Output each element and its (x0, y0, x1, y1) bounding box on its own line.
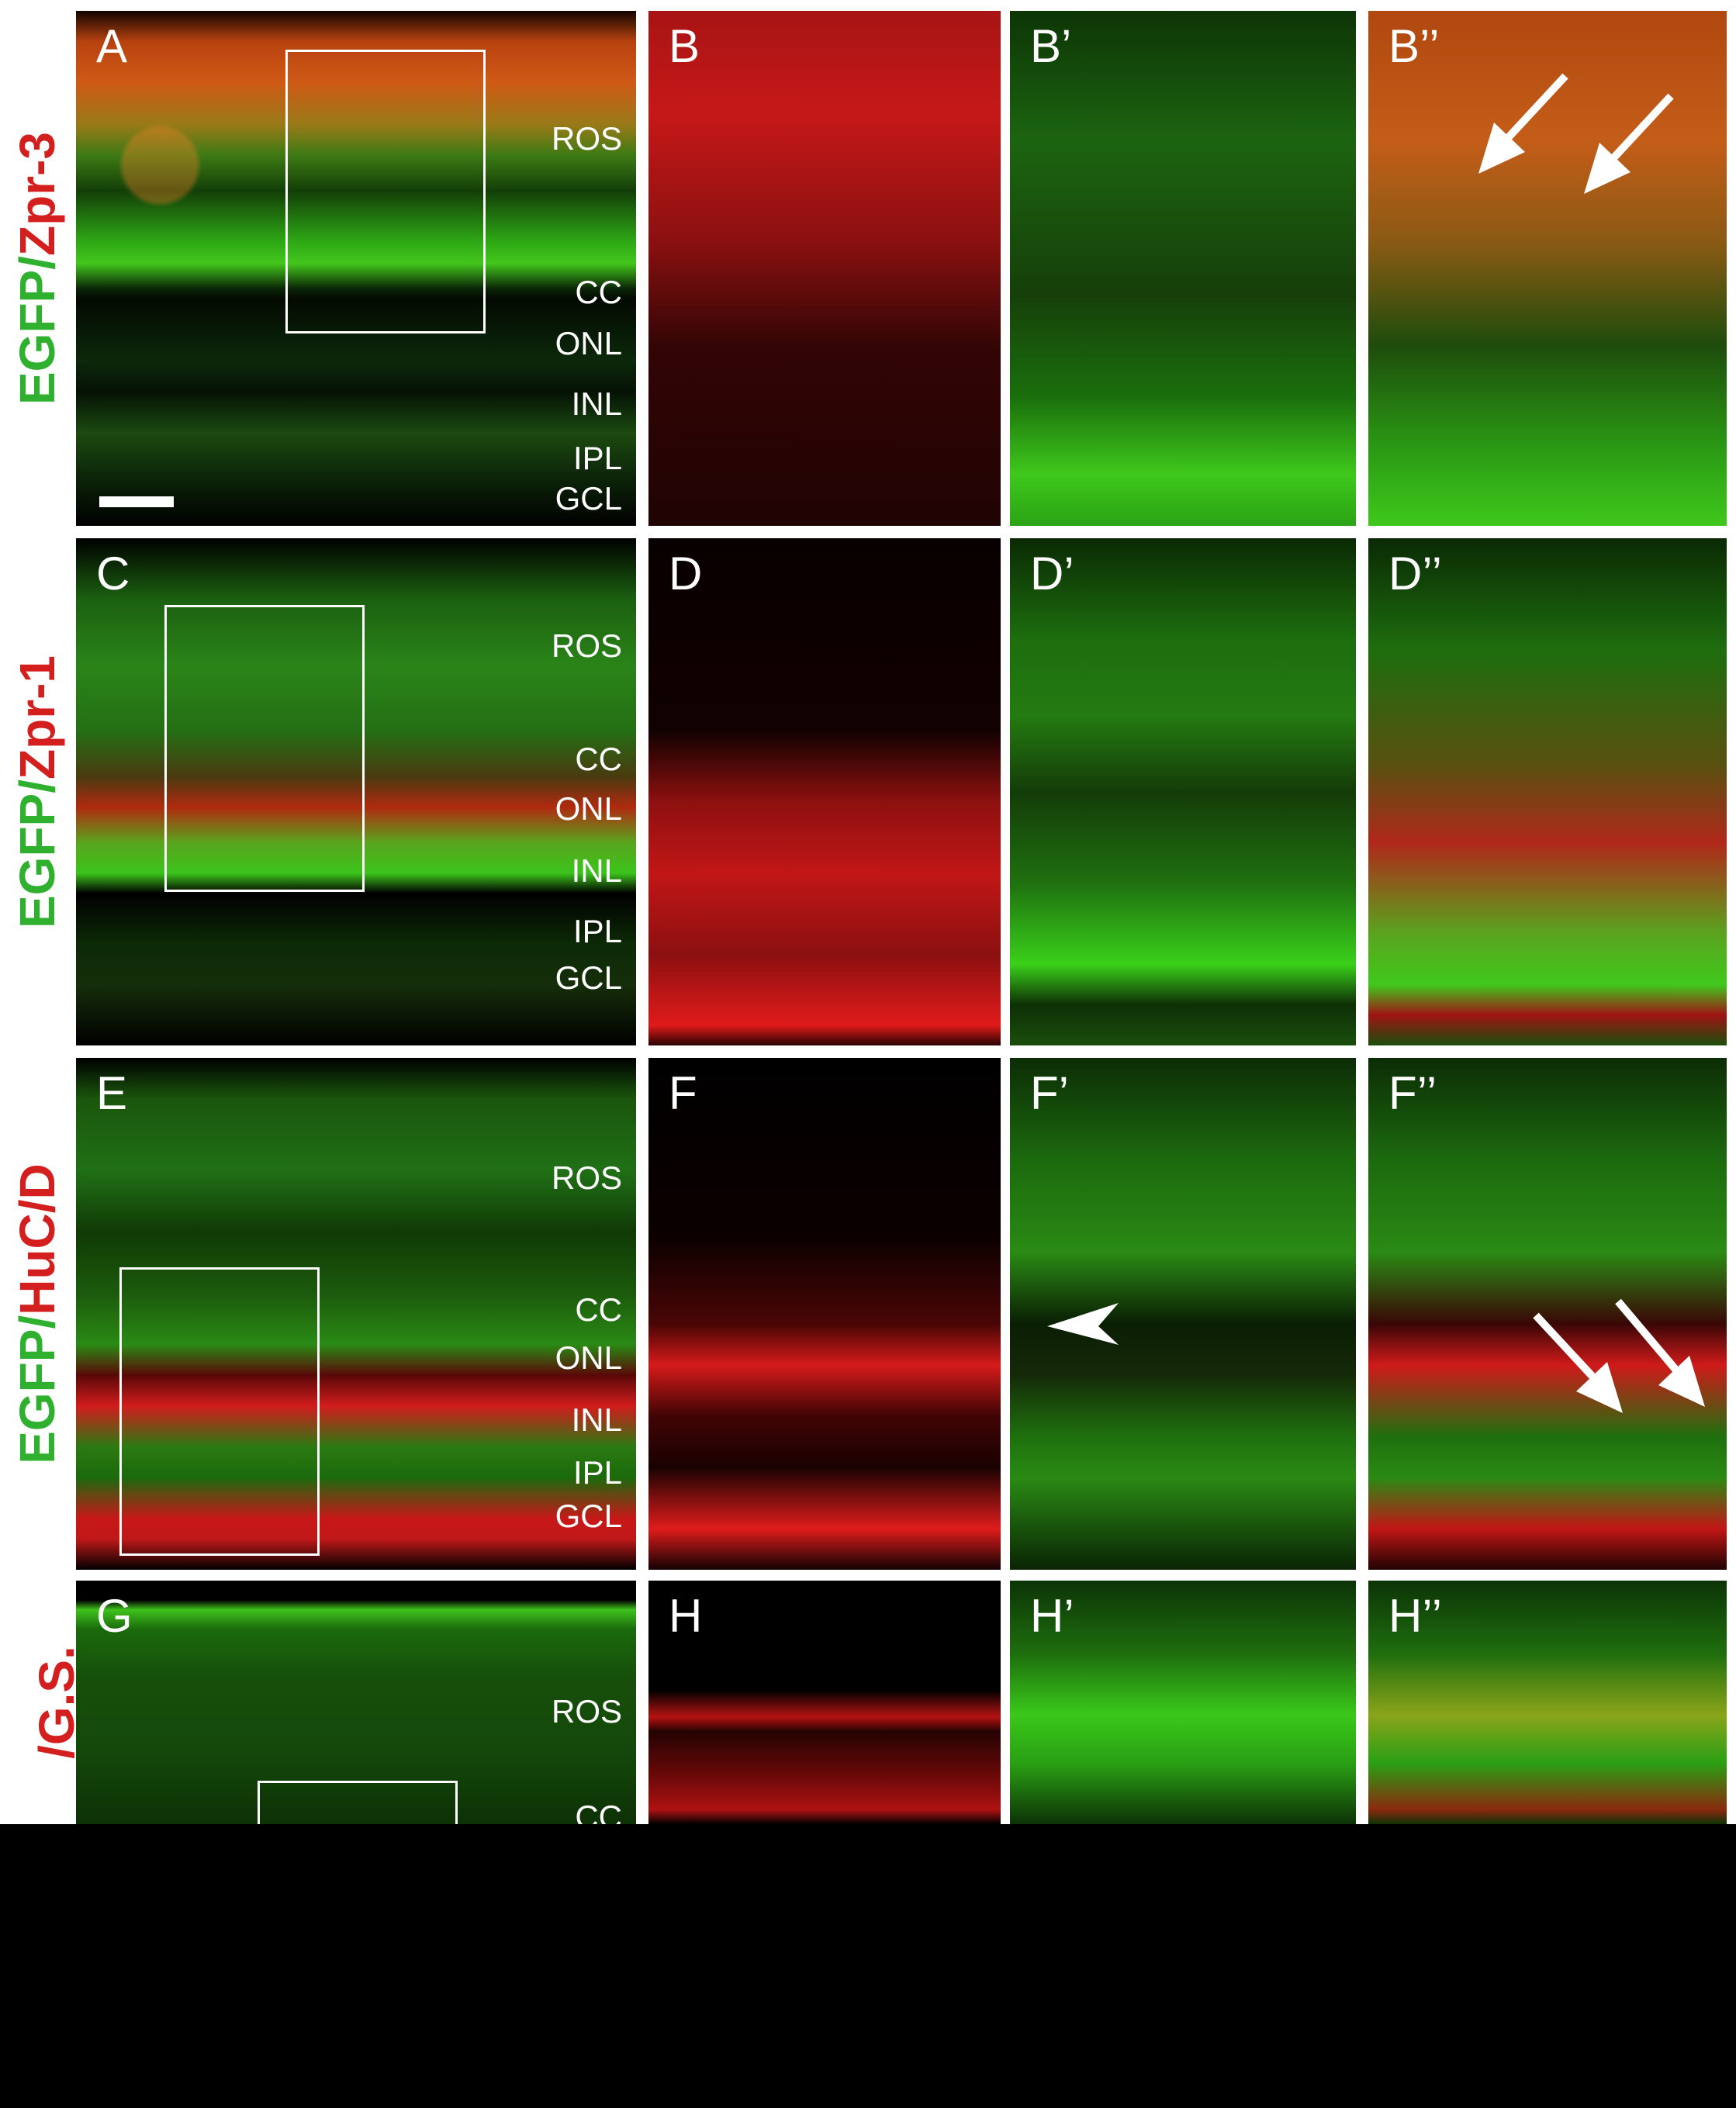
arrow-icon (1533, 1312, 1623, 1413)
panel-g: G ROS CC (76, 1581, 636, 1824)
layer-gcl: GCL (555, 1498, 622, 1534)
marker-label: Zpr-3 (9, 131, 65, 256)
layer-ipl: IPL (572, 913, 622, 949)
roi-box (119, 1267, 320, 1556)
panel-c: C ROS CC ONL INL IPL GCL (76, 538, 636, 1045)
panel-b-prime: B’ (1010, 11, 1356, 526)
panel-letter: H’ (1030, 1590, 1074, 1642)
panel-letter: A (96, 20, 128, 72)
layer-ros: ROS (551, 120, 622, 157)
panel-letter: G (96, 1590, 133, 1642)
layer-onl: ONL (555, 325, 622, 361)
layer-ipl: IPL (572, 440, 622, 476)
row-label-gs: /G.S. (0, 1581, 74, 1824)
row-label-zpr1: EGFP/Zpr-1 (0, 538, 74, 1045)
layer-gcl: GCL (555, 959, 622, 996)
marker-label: HuC/D (9, 1163, 65, 1315)
arrow-icon (1478, 73, 1568, 174)
black-overlay (0, 1824, 1736, 2108)
panel-b-double-prime: B’’ (1368, 11, 1727, 526)
egfp-label: EGFP/ (9, 1315, 65, 1464)
layer-cc: CC (575, 274, 622, 310)
panel-letter: H (669, 1590, 703, 1642)
row-label-hucd: EGFP/HuC/D (0, 1058, 74, 1570)
panel-h: H (648, 1581, 1001, 1824)
panel-letter: D (669, 548, 703, 600)
egfp-label: EGFP/ (9, 779, 65, 929)
panel-letter: F’’ (1388, 1067, 1437, 1119)
layer-gcl: GCL (555, 480, 622, 517)
arrowhead-icon (1047, 1303, 1119, 1345)
layer-inl: INL (571, 385, 622, 422)
panel-b: B (648, 11, 1001, 526)
panel-d-prime: D’ (1010, 538, 1356, 1045)
panel-h-double-prime: H’’ (1368, 1581, 1727, 1824)
layer-onl: ONL (555, 1339, 622, 1376)
panel-f: F (648, 1058, 1001, 1570)
roi-box (285, 50, 486, 333)
roi-box (258, 1781, 458, 1824)
panel-letter: F (669, 1067, 697, 1119)
panel-h-prime: H’ (1010, 1581, 1356, 1824)
marker-label: /G.S. (28, 1646, 74, 1759)
layer-ros: ROS (551, 627, 622, 664)
panel-letter: C (96, 548, 130, 600)
layer-inl: INL (571, 852, 622, 889)
roi-box (164, 605, 365, 892)
panel-d-double-prime: D’’ (1368, 538, 1727, 1045)
panel-d: D (648, 538, 1001, 1045)
layer-cc: CC (575, 741, 622, 777)
panel-letter: D’’ (1388, 548, 1442, 600)
layer-inl: INL (571, 1401, 622, 1438)
layer-ros: ROS (551, 1159, 622, 1196)
panel-letter: E (96, 1067, 128, 1119)
marker-label: Zpr-1 (9, 655, 65, 779)
egfp-label: EGFP/ (9, 255, 65, 406)
panel-letter: B’ (1030, 20, 1072, 72)
panel-a: A ROS CC ONL INL IPL GCL (76, 11, 636, 526)
layer-onl: ONL (555, 790, 622, 827)
panel-f-double-prime: F’’ (1368, 1058, 1727, 1570)
panel-letter: F’ (1030, 1067, 1069, 1119)
arrow-icon (1584, 93, 1674, 194)
layer-ros: ROS (551, 1693, 622, 1730)
panel-letter: D’ (1030, 548, 1074, 600)
panel-letter: H’’ (1388, 1590, 1442, 1642)
layer-cc: CC (575, 1799, 622, 1825)
panel-f-prime: F’ (1010, 1058, 1356, 1570)
scale-bar (99, 496, 174, 507)
layer-cc: CC (575, 1291, 622, 1328)
row-label-zpr3: EGFP/Zpr-3 (0, 11, 74, 526)
panel-letter: B’’ (1388, 20, 1440, 72)
panel-letter: B (669, 20, 700, 72)
arrow-icon (1615, 1298, 1705, 1407)
panel-e: E ROS CC ONL INL IPL GCL (76, 1058, 636, 1570)
layer-ipl: IPL (572, 1454, 622, 1491)
